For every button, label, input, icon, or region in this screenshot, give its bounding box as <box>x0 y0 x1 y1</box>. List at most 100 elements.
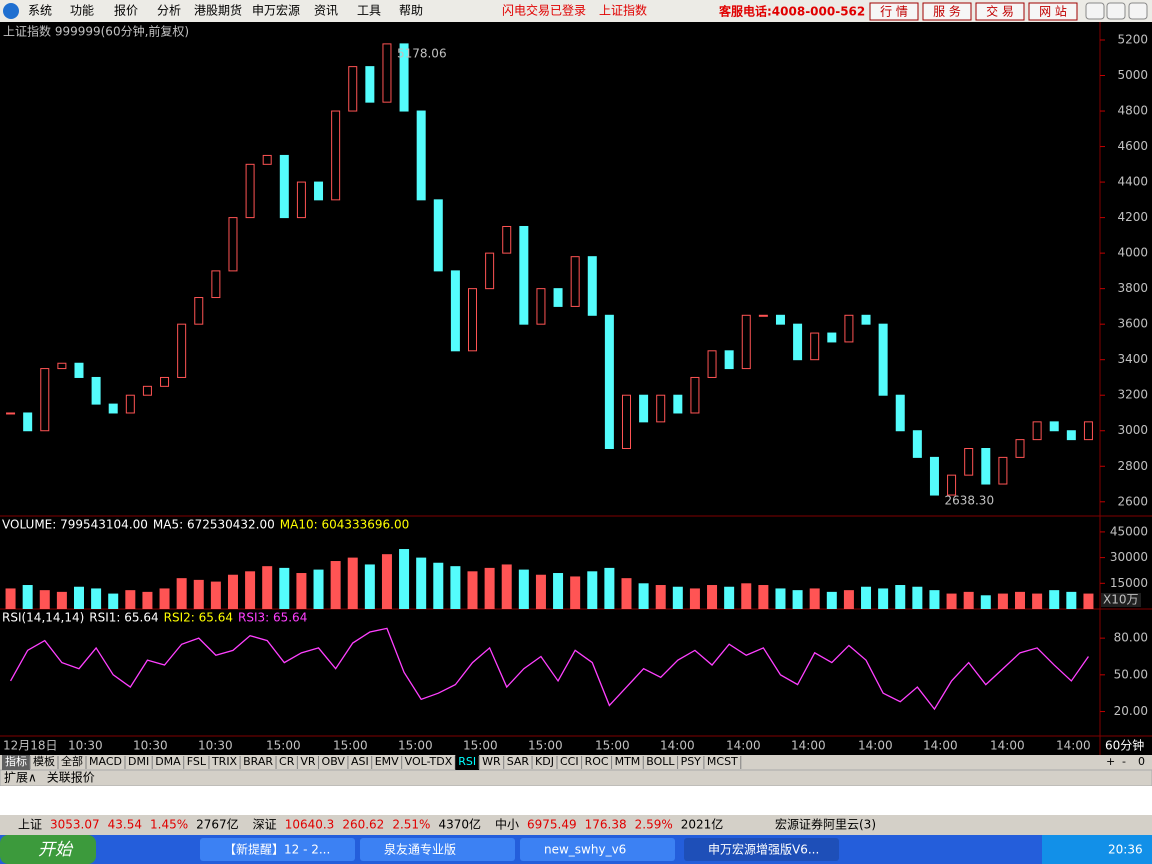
top-button[interactable] <box>922 2 972 21</box>
candle <box>553 288 563 307</box>
menu-item[interactable]: 报价 <box>114 3 138 18</box>
volume-bar <box>809 588 820 609</box>
indicator-header: MA5: 672530432.00 <box>153 518 275 532</box>
volume-bar <box>142 591 153 609</box>
candle <box>775 314 785 325</box>
indicator-tab[interactable]: FSL <box>187 755 207 768</box>
sub-tab[interactable]: 扩展∧ <box>4 771 37 785</box>
tray <box>1042 835 1152 864</box>
restore[interactable] <box>1106 2 1126 20</box>
indicator-tab[interactable]: MTM <box>615 755 641 768</box>
volume-bar <box>587 571 598 609</box>
task-button[interactable] <box>200 838 355 861</box>
x-label: 14:00 <box>858 739 893 753</box>
task-label[interactable]: 申万宏源增强版V6... <box>708 842 819 857</box>
volume-bar <box>878 588 889 609</box>
top-button-label[interactable]: 网 站 <box>1039 5 1067 19</box>
indicator-tab[interactable]: DMA <box>155 755 181 768</box>
y-tick-label: 4600 <box>1117 139 1148 153</box>
menu-item[interactable]: 工具 <box>357 4 381 18</box>
top-button[interactable] <box>1028 2 1078 21</box>
candle <box>1066 430 1076 441</box>
menu-item[interactable]: 帮助 <box>399 4 423 18</box>
task-button[interactable] <box>520 838 675 861</box>
indicator-tab[interactable]: KDJ <box>535 755 554 768</box>
menu-item[interactable]: 系统 <box>28 4 52 18</box>
task-button[interactable] <box>360 838 515 861</box>
start-button[interactable] <box>0 835 96 864</box>
indicator-tab[interactable]: 模板 <box>33 754 55 768</box>
tab-control[interactable]: - <box>1122 755 1126 768</box>
volume-bar <box>125 590 136 609</box>
top-button-label[interactable]: 交 易 <box>986 4 1014 19</box>
candle <box>485 252 495 290</box>
candle <box>981 448 991 485</box>
indicator-header: RSI1: 65.64 <box>89 611 158 625</box>
indicator-tab[interactable]: ASI <box>351 755 369 768</box>
indicator-header: RSI3: 65.64 <box>238 611 307 625</box>
x-label: 14:00 <box>1056 739 1091 753</box>
indicator-tab[interactable]: TRIX <box>211 755 238 768</box>
indicator-tab[interactable]: DMI <box>128 755 149 768</box>
candle <box>468 288 478 352</box>
indicator-tab[interactable]: OBV <box>322 755 346 768</box>
volume-bar <box>997 593 1008 609</box>
task-button[interactable] <box>684 838 839 861</box>
indicator-header: RSI2: 65.64 <box>164 611 233 625</box>
x-label: 15:00 <box>266 739 301 753</box>
indicator-tab[interactable]: RSI <box>458 755 476 768</box>
volume-bar <box>159 588 170 609</box>
menu-item[interactable]: 资讯 <box>314 4 338 18</box>
indicator-tab[interactable]: SAR <box>507 755 530 768</box>
task-label[interactable]: 泉友通专业版 <box>384 842 456 857</box>
volume-bar <box>946 593 957 609</box>
candle <box>74 362 84 378</box>
indicator-tab[interactable]: MACD <box>89 755 122 768</box>
tab-highlight <box>455 755 480 770</box>
close[interactable] <box>1128 2 1148 20</box>
candle <box>125 394 135 414</box>
top-button[interactable] <box>975 2 1025 21</box>
minimize[interactable] <box>1085 2 1105 20</box>
menu-item[interactable]: 分析 <box>157 4 181 18</box>
indicator-tab[interactable]: MCST <box>707 755 738 768</box>
volume-bar <box>56 591 67 609</box>
indicator-tab[interactable]: WR <box>482 755 501 768</box>
indicator-tab[interactable]: ROC <box>585 755 609 768</box>
tab-control[interactable]: + <box>1106 755 1115 768</box>
index-link[interactable]: 上证指数 <box>599 3 647 18</box>
indicator-tab[interactable]: PSY <box>681 755 702 768</box>
top-button-label[interactable]: 行 情 <box>880 5 908 19</box>
task-label[interactable]: new_swhy_v6 <box>544 843 626 857</box>
candle <box>844 314 854 343</box>
indicator-tab[interactable]: 指标 <box>5 754 27 768</box>
menu-item[interactable]: 申万宏源 <box>252 3 300 18</box>
indicator-tab[interactable]: CR <box>279 755 295 768</box>
indicator-tab[interactable]: CCI <box>560 755 579 768</box>
volume-bar <box>518 569 529 609</box>
indicator-tab[interactable]: EMV <box>375 755 399 768</box>
top-button[interactable] <box>869 2 919 21</box>
menu-item[interactable]: 港股期货 <box>194 3 242 18</box>
start-label[interactable]: 开始 <box>38 840 74 860</box>
tab-control[interactable]: 0 <box>1138 755 1145 768</box>
indicator-tab[interactable]: 全部 <box>61 754 83 768</box>
sub-tab[interactable]: 关联报价 <box>47 770 95 785</box>
menu-item[interactable]: 功能 <box>70 4 94 18</box>
status-quote: 6975.49 <box>527 818 577 832</box>
y-tick-label: 4400 <box>1117 175 1148 189</box>
candle <box>964 448 974 476</box>
indicator-tab[interactable]: BOLL <box>646 755 675 768</box>
broker: 宏源证券阿里云(3) <box>775 817 876 832</box>
candle <box>91 376 101 405</box>
indicator-tab[interactable]: VR <box>300 755 316 768</box>
indicator-tab[interactable]: VOL-TDX <box>405 755 453 768</box>
indicator-tab[interactable]: BRAR <box>243 755 273 768</box>
top-button-label[interactable]: 服 务 <box>933 4 961 19</box>
x-label: 15:00 <box>398 739 433 753</box>
status-quote: 43.54 <box>108 818 142 832</box>
volume-bar <box>245 571 256 609</box>
x-label: 14:00 <box>726 739 761 753</box>
task-label[interactable]: 【新提醒】12 - 2... <box>224 842 330 857</box>
